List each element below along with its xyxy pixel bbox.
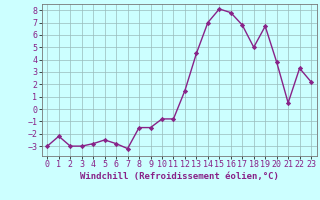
- X-axis label: Windchill (Refroidissement éolien,°C): Windchill (Refroidissement éolien,°C): [80, 172, 279, 181]
